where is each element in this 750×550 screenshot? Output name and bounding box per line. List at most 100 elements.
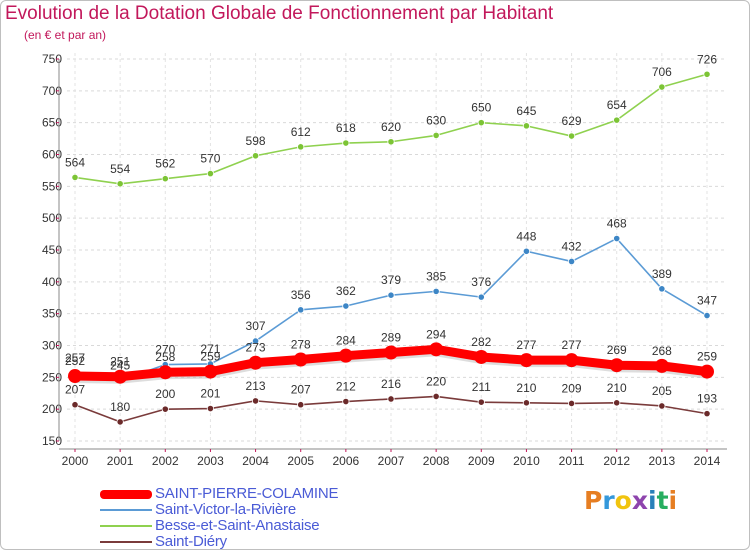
data-point-saint-victor-la-riviere [658, 285, 666, 293]
data-label-besse-et-saint-anastaise: 618 [336, 121, 356, 135]
data-label-saint-pierre-colamine: 294 [426, 327, 446, 341]
data-label-besse-et-saint-anastaise: 726 [697, 52, 717, 66]
x-tick-label: 2011 [559, 454, 585, 468]
data-label-besse-et-saint-anastaise: 654 [607, 98, 627, 112]
legend-swatch-besse-et-saint-anastaise [100, 525, 152, 527]
legend-label-saint-diery: Saint-Diéry [155, 533, 227, 550]
data-label-saint-victor-la-riviere: 468 [607, 217, 627, 231]
data-point-saint-victor-la-riviere [477, 293, 485, 301]
data-point-besse-et-saint-anastaise [522, 122, 531, 130]
data-label-saint-pierre-colamine: 273 [246, 341, 266, 355]
data-point-saint-pierre-colamine [700, 364, 714, 379]
data-label-saint-pierre-colamine: 277 [516, 338, 536, 352]
data-point-saint-victor-la-riviere [522, 247, 531, 255]
legend-label-besse-et-saint-anastaise: Besse-et-Saint-Anastaise [155, 517, 320, 534]
x-tick-label: 2006 [333, 454, 360, 468]
data-label-saint-victor-la-riviere: 385 [426, 269, 446, 283]
y-tick-label: 150 [42, 434, 62, 448]
data-point-saint-diery [432, 392, 440, 401]
data-point-saint-diery [297, 401, 305, 409]
data-point-saint-diery [342, 397, 350, 406]
data-label-saint-diery: 212 [336, 380, 356, 394]
data-label-besse-et-saint-anastaise: 598 [246, 134, 266, 148]
data-label-saint-diery: 207 [291, 383, 311, 397]
data-label-saint-victor-la-riviere: 362 [336, 284, 356, 298]
data-point-besse-et-saint-anastaise [477, 119, 485, 127]
data-label-saint-victor-la-riviere: 356 [291, 288, 311, 302]
data-point-saint-victor-la-riviere [387, 291, 395, 299]
data-label-saint-diery: 193 [697, 392, 717, 406]
y-tick-label: 550 [42, 179, 62, 193]
data-label-saint-pierre-colamine: 252 [65, 354, 85, 368]
data-label-saint-diery: 205 [652, 384, 672, 398]
data-label-saint-victor-la-riviere: 389 [652, 267, 672, 281]
data-label-saint-victor-la-riviere: 432 [562, 239, 582, 253]
line-chart: 150 200 250 300 350 400 450 500 550 600 650 700 750 2… [42, 52, 727, 468]
data-point-saint-diery [522, 399, 531, 407]
data-point-saint-diery [161, 405, 169, 413]
data-point-saint-pierre-colamine [203, 364, 218, 379]
data-point-besse-et-saint-anastaise [206, 170, 215, 178]
data-label-saint-pierre-colamine: 277 [562, 338, 582, 352]
data-label-saint-diery: 211 [472, 380, 491, 394]
data-point-saint-diery [116, 418, 124, 426]
x-tick-label: 2000 [62, 454, 89, 468]
y-tick-label: 350 [42, 307, 62, 321]
data-label-saint-victor-la-riviere: 376 [471, 275, 491, 289]
y-tick-label: 250 [42, 370, 62, 384]
data-point-saint-pierre-colamine [158, 365, 173, 380]
legend-label-saint-pierre-colamine: SAINT-PIERRE-COLAMINE [155, 485, 339, 502]
data-point-besse-et-saint-anastaise [387, 138, 395, 146]
y-tick-label: 300 [42, 339, 62, 353]
data-point-saint-victor-la-riviere [251, 337, 260, 345]
data-label-besse-et-saint-anastaise: 620 [381, 120, 401, 134]
data-label-saint-pierre-colamine: 278 [291, 338, 311, 352]
y-tick-label: 500 [42, 211, 62, 225]
data-point-besse-et-saint-anastaise [116, 180, 124, 188]
data-label-saint-pierre-colamine: 284 [336, 334, 356, 348]
data-label-saint-diery: 213 [246, 379, 266, 393]
data-point-saint-diery [613, 399, 621, 407]
data-label-saint-pierre-colamine: 259 [697, 350, 717, 364]
data-label-saint-diery: 220 [426, 374, 446, 388]
data-point-saint-diery [251, 397, 260, 405]
data-point-saint-pierre-colamine [68, 369, 82, 384]
data-point-saint-pierre-colamine [113, 369, 128, 384]
data-label-besse-et-saint-anastaise: 612 [291, 125, 311, 139]
y-tick-label: 600 [42, 148, 62, 162]
data-point-besse-et-saint-anastaise [703, 70, 711, 78]
data-label-besse-et-saint-anastaise: 706 [652, 65, 672, 79]
data-point-saint-pierre-colamine [429, 342, 444, 357]
x-tick-label: 2010 [513, 454, 540, 468]
data-point-saint-victor-la-riviere [703, 311, 711, 320]
data-point-saint-pierre-colamine [519, 353, 534, 368]
data-label-saint-pierre-colamine: 268 [652, 344, 672, 358]
x-tick-label: 2009 [468, 454, 495, 468]
data-label-besse-et-saint-anastaise: 629 [562, 114, 582, 128]
data-point-saint-pierre-colamine [248, 355, 263, 370]
legend-label-saint-victor-la-riviere: Saint-Victor-la-Rivière [155, 501, 296, 518]
data-label-besse-et-saint-anastaise: 564 [65, 155, 85, 169]
y-tick-label: 200 [42, 402, 62, 416]
data-label-saint-diery: 207 [65, 383, 85, 397]
x-tick-label: 2012 [603, 454, 630, 468]
logo-letter: x [631, 486, 648, 515]
data-label-saint-victor-la-riviere: 270 [155, 343, 175, 357]
data-label-saint-victor-la-riviere: 257 [65, 351, 85, 365]
logo-letter: o [614, 486, 632, 515]
data-label-saint-diery: 200 [155, 387, 175, 401]
x-tick-label: 2013 [649, 454, 676, 468]
data-point-besse-et-saint-anastaise [658, 83, 666, 91]
data-label-saint-pierre-colamine: 289 [381, 331, 401, 345]
data-point-saint-pierre-colamine [338, 348, 353, 363]
chart-title: Evolution de la Dotation Globale de Fonc… [5, 3, 554, 24]
data-point-saint-victor-la-riviere [567, 257, 576, 266]
data-label-saint-diery: 201 [200, 387, 220, 401]
data-label-besse-et-saint-anastaise: 630 [426, 113, 446, 127]
data-label-saint-diery: 210 [516, 381, 536, 395]
y-tick-label: 650 [42, 116, 62, 130]
data-point-besse-et-saint-anastaise [161, 175, 169, 183]
data-point-saint-pierre-colamine [293, 352, 308, 367]
data-point-saint-victor-la-riviere [342, 302, 350, 310]
x-tick-label: 2008 [423, 454, 450, 468]
